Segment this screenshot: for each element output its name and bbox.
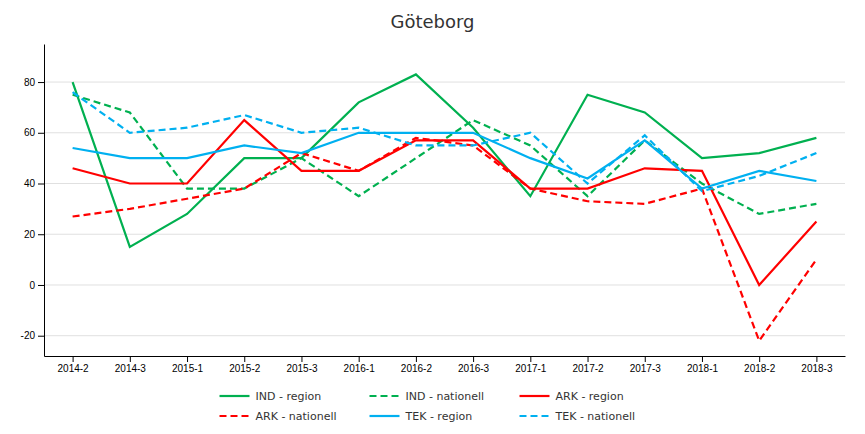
legend-label: IND - region bbox=[256, 390, 322, 403]
legend-label: ARK - region bbox=[556, 390, 624, 403]
y-tick-label: 0 bbox=[29, 280, 35, 291]
x-tick-label: 2016-3 bbox=[458, 363, 490, 374]
series-line bbox=[73, 74, 817, 246]
legend-item: TEK - region bbox=[370, 410, 473, 423]
series-line bbox=[73, 120, 817, 285]
legend-swatch bbox=[520, 415, 550, 417]
grid bbox=[44, 82, 845, 336]
legend-label: TEK - nationell bbox=[555, 410, 636, 423]
y-tick-label: 40 bbox=[24, 178, 36, 189]
x-tick-label: 2015-1 bbox=[172, 363, 204, 374]
grid-line bbox=[44, 335, 845, 336]
y-tick-mark bbox=[38, 336, 44, 337]
y-tick-label: -20 bbox=[21, 330, 36, 341]
legend-swatch bbox=[520, 395, 550, 397]
legend-swatch bbox=[370, 415, 400, 417]
x-tick-mark bbox=[816, 356, 817, 362]
title: Göteborg bbox=[390, 11, 474, 32]
x-tick: 2016-1 bbox=[344, 356, 376, 374]
x-tick-mark bbox=[588, 356, 589, 362]
y-tick: 0 bbox=[29, 280, 44, 291]
x-tick-label: 2016-1 bbox=[344, 363, 376, 374]
grid-line bbox=[44, 234, 845, 235]
x-tick: 2018-2 bbox=[744, 356, 776, 374]
y-tick-label: 20 bbox=[24, 229, 36, 240]
legend-swatch bbox=[220, 395, 250, 397]
x-tick-mark bbox=[244, 356, 245, 362]
y-tick-mark bbox=[38, 133, 44, 134]
legend-item: IND - nationell bbox=[370, 390, 485, 403]
x-tick: 2018-3 bbox=[801, 356, 833, 374]
x-tick-label: 2015-3 bbox=[286, 363, 318, 374]
y-axis: -20 0 20 40 60 80 bbox=[21, 45, 45, 357]
chart: Göteborg-200204060802014-22014-32015-120… bbox=[0, 0, 865, 434]
x-tick-mark bbox=[530, 356, 531, 362]
x-tick: 2017-2 bbox=[572, 356, 604, 374]
y-tick: 80 bbox=[24, 77, 44, 88]
x-tick-label: 2014-3 bbox=[115, 363, 147, 374]
series-line bbox=[73, 95, 817, 214]
x-tick: 2017-3 bbox=[630, 356, 662, 374]
x-tick-mark bbox=[187, 356, 188, 362]
x-tick: 2016-2 bbox=[401, 356, 433, 374]
x-tick-label: 2018-1 bbox=[687, 363, 719, 374]
grid-line bbox=[44, 284, 845, 285]
legend-label: TEK - region bbox=[405, 410, 473, 423]
x-tick-mark bbox=[702, 356, 703, 362]
y-tick-mark bbox=[38, 234, 44, 235]
y-tick-label: 60 bbox=[24, 127, 36, 138]
x-tick: 2017-1 bbox=[515, 356, 547, 374]
x-tick: 2016-3 bbox=[458, 356, 490, 374]
x-tick: 2014-3 bbox=[115, 356, 147, 374]
legend-swatch bbox=[220, 415, 250, 417]
x-axis-line bbox=[45, 356, 846, 357]
legend-item: IND - region bbox=[220, 390, 322, 403]
x-tick-label: 2016-2 bbox=[401, 363, 433, 374]
x-tick-mark bbox=[73, 356, 74, 362]
x-axis: 2014-2 2014-3 2015-1 2015-2 2015-3 2016-1 2016… bbox=[45, 356, 846, 374]
legend-item: TEK - nationell bbox=[520, 410, 636, 423]
y-tick-label: 80 bbox=[24, 77, 36, 88]
lines bbox=[73, 74, 817, 340]
legend-swatch bbox=[370, 395, 400, 397]
x-tick-label: 2017-1 bbox=[515, 363, 547, 374]
legend: IND - region IND - nationell ARK - region A… bbox=[220, 390, 636, 423]
y-tick: -20 bbox=[21, 330, 44, 341]
x-tick: 2015-1 bbox=[172, 356, 204, 374]
legend-item: ARK - region bbox=[520, 390, 624, 403]
y-tick: 40 bbox=[24, 178, 44, 189]
x-tick-mark bbox=[416, 356, 417, 362]
series-line bbox=[73, 92, 817, 191]
x-tick-mark bbox=[359, 356, 360, 362]
series-line bbox=[73, 138, 817, 341]
x-tick-label: 2015-2 bbox=[229, 363, 261, 374]
y-tick-mark bbox=[38, 184, 44, 185]
y-tick-mark bbox=[38, 285, 44, 286]
y-tick-mark bbox=[38, 82, 44, 83]
x-tick: 2015-2 bbox=[229, 356, 261, 374]
x-tick-mark bbox=[130, 356, 131, 362]
x-tick-mark bbox=[301, 356, 302, 362]
x-tick: 2018-1 bbox=[687, 356, 719, 374]
x-tick-label: 2018-2 bbox=[744, 363, 776, 374]
x-tick-label: 2017-3 bbox=[630, 363, 662, 374]
legend-item: ARK - nationell bbox=[220, 410, 337, 423]
x-tick-label: 2014-2 bbox=[58, 363, 90, 374]
x-tick-label: 2018-3 bbox=[801, 363, 833, 374]
x-tick: 2015-3 bbox=[286, 356, 318, 374]
x-tick-mark bbox=[473, 356, 474, 362]
x-tick-label: 2017-2 bbox=[572, 363, 604, 374]
y-tick: 60 bbox=[24, 127, 44, 138]
grid-line bbox=[44, 82, 845, 83]
series-line bbox=[73, 133, 817, 189]
x-tick-mark bbox=[645, 356, 646, 362]
x-tick: 2014-2 bbox=[58, 356, 90, 374]
legend-label: IND - nationell bbox=[406, 390, 485, 403]
y-axis-line bbox=[44, 45, 45, 357]
y-tick: 20 bbox=[24, 229, 44, 240]
plot: -20 0 20 40 60 80 2014-2 2014-3 2015-1 2015-2 2015… bbox=[21, 45, 846, 375]
legend-label: ARK - nationell bbox=[256, 410, 337, 423]
x-tick-mark bbox=[759, 356, 760, 362]
